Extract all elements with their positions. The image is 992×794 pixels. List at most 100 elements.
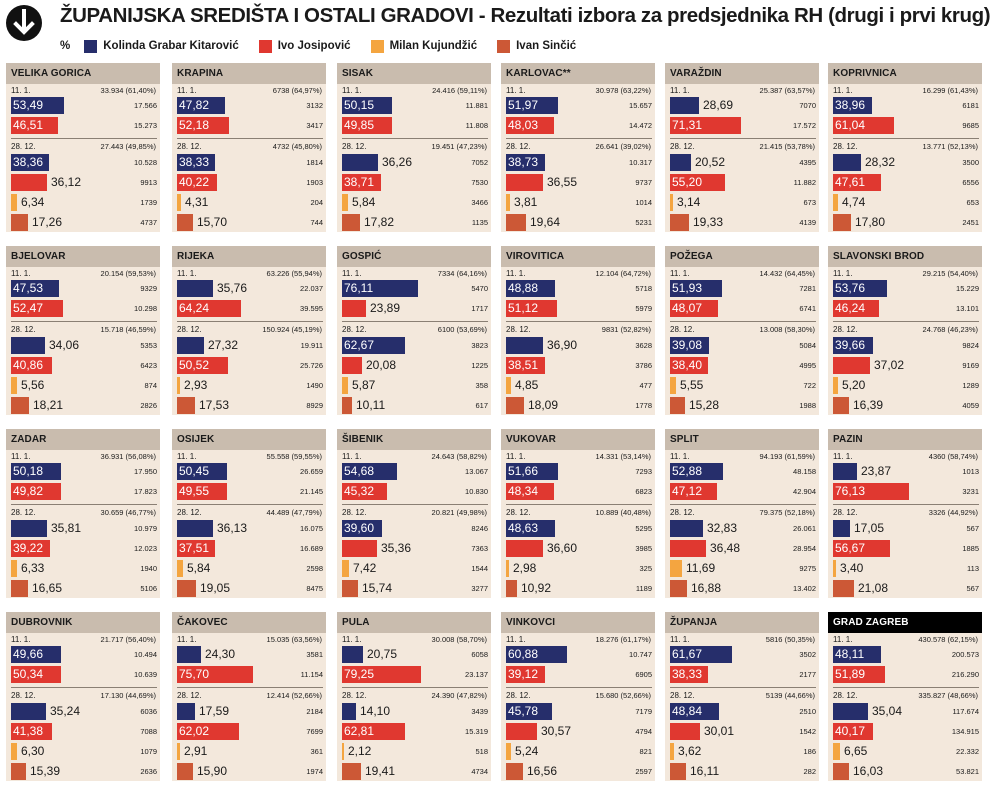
bar-row: 49,82 17.823 xyxy=(11,483,157,500)
bar-row: 3,81 1014 xyxy=(506,194,652,211)
bar-percent-label: 38,33 xyxy=(179,155,210,169)
bar-row: 45,78 7179 xyxy=(506,703,652,720)
panel-title: PULA xyxy=(337,612,491,633)
city-panel-gospic: GOSPIĆ 11. 1. 7334 (64,16%) 76,11 5470 23,89 1… xyxy=(337,246,491,415)
bar-percent-label: 5,55 xyxy=(680,378,704,392)
round-total-label: 15.680 (52,66%) xyxy=(595,691,651,700)
bar-row: 38,33 2177 xyxy=(670,666,816,683)
bar-row: 52,18 3417 xyxy=(177,117,323,134)
bar xyxy=(342,280,418,297)
bar xyxy=(506,214,526,231)
bar-percent-label: 52,88 xyxy=(672,464,703,478)
panel-title: SISAK xyxy=(337,63,491,84)
panel-title: VIROVITICA xyxy=(501,246,655,267)
bar-row: 50,18 17.950 xyxy=(11,463,157,480)
bar xyxy=(11,280,59,297)
bar xyxy=(670,154,691,171)
bar-votes-label: 3985 xyxy=(635,544,652,553)
bar-percent-label: 3,14 xyxy=(677,195,701,209)
bar-row: 4,85 477 xyxy=(506,377,652,394)
bar-votes-label: 10.494 xyxy=(134,650,157,659)
bar xyxy=(11,117,58,134)
bar-row: 36,90 3628 xyxy=(506,337,652,354)
bar-percent-label: 35,04 xyxy=(872,704,903,718)
bar-row: 71,31 17.572 xyxy=(670,117,816,134)
bar-row: 46,51 15.273 xyxy=(11,117,157,134)
bar-percent-label: 52,47 xyxy=(13,301,44,315)
bar-row: 54,68 13.067 xyxy=(342,463,488,480)
down-arrow-circle-icon xyxy=(6,5,42,41)
bar-percent-label: 23,89 xyxy=(370,301,401,315)
bar-votes-label: 6036 xyxy=(140,707,157,716)
bar-votes-label: 5979 xyxy=(635,304,652,313)
bar xyxy=(670,763,686,780)
city-panel-osijek: OSIJEK 11. 1. 55.558 (59,55%) 50,45 26.659 49… xyxy=(172,429,326,598)
round-divider xyxy=(670,321,816,322)
bar-percent-label: 3,62 xyxy=(678,744,702,758)
bar-percent-label: 47,82 xyxy=(179,98,210,112)
bar-votes-label: 7070 xyxy=(799,101,816,110)
bar-votes-label: 4995 xyxy=(799,361,816,370)
bar-votes-label: 17.566 xyxy=(134,101,157,110)
bar xyxy=(833,540,890,557)
bar-votes-label: 134.915 xyxy=(951,727,979,736)
round-divider xyxy=(506,321,652,322)
round-date-label: 11. 1. xyxy=(11,269,31,278)
bar-votes-label: 3823 xyxy=(471,341,488,350)
bar-votes-label: 15.273 xyxy=(134,121,157,130)
round-total-label: 12.104 (64,72%) xyxy=(595,269,651,278)
bar-percent-label: 6,65 xyxy=(844,744,868,758)
bar xyxy=(506,397,524,414)
bar xyxy=(833,520,850,537)
round-total-label: 150.924 (45,19%) xyxy=(262,325,322,334)
bar xyxy=(177,117,229,134)
bar xyxy=(506,580,517,597)
bar-percent-label: 19,33 xyxy=(693,215,724,229)
bar-row: 16,11 282 xyxy=(670,763,816,780)
legend-item-ivan-sincic: Ivan Sinčić xyxy=(497,39,576,53)
bar-percent-label: 48,84 xyxy=(672,704,703,718)
bar-row: 53,76 15.229 xyxy=(833,280,979,297)
bar xyxy=(670,463,723,480)
bar xyxy=(833,703,868,720)
city-panel-slavonski-brod: SLAVONSKI BROD 11. 1. 29.215 (54,40%) 53,76… xyxy=(828,246,982,415)
bar-percent-label: 19,05 xyxy=(200,581,231,595)
bar xyxy=(177,357,228,374)
bar-row: 15,70 744 xyxy=(177,214,323,231)
bar xyxy=(11,483,61,500)
bar-row: 62,81 15.319 xyxy=(342,723,488,740)
bar xyxy=(177,397,195,414)
bar-percent-label: 52,18 xyxy=(179,118,210,132)
bar-row: 37,51 16.689 xyxy=(177,540,323,557)
bar-percent-label: 17,80 xyxy=(855,215,886,229)
city-panel-bjelovar: BJELOVAR 11. 1. 20.154 (59,53%) 47,53 9329 52… xyxy=(6,246,160,415)
bar xyxy=(11,377,17,394)
bar xyxy=(670,666,708,683)
bar-votes-label: 15.657 xyxy=(629,101,652,110)
bar-percent-label: 50,52 xyxy=(179,358,210,372)
bar-percent-label: 6,33 xyxy=(21,561,45,575)
bar-votes-label: 10.830 xyxy=(465,487,488,496)
bar-votes-label: 5470 xyxy=(471,284,488,293)
bar xyxy=(506,377,511,394)
panel-title: SLAVONSKI BROD xyxy=(828,246,982,267)
bar-votes-label: 1940 xyxy=(140,564,157,573)
bar-row: 6,33 1940 xyxy=(11,560,157,577)
bar-percent-label: 60,88 xyxy=(508,647,539,661)
bar-votes-label: 2636 xyxy=(140,767,157,776)
bar-votes-label: 1289 xyxy=(962,381,979,390)
round-total-label: 33.934 (61,40%) xyxy=(100,86,156,95)
bar-votes-label: 10.317 xyxy=(629,158,652,167)
city-panel-zadar: ZADAR 11. 1. 36.931 (56,08%) 50,18 17.950 49,… xyxy=(6,429,160,598)
panel-title: RIJEKA xyxy=(172,246,326,267)
bar-votes-label: 9737 xyxy=(635,178,652,187)
bar-row: 47,82 3132 xyxy=(177,97,323,114)
bar xyxy=(506,483,554,500)
bar xyxy=(342,463,397,480)
bar xyxy=(177,703,195,720)
bar-percent-label: 51,12 xyxy=(508,301,539,315)
round-date-label: 28. 12. xyxy=(670,325,695,334)
bar xyxy=(342,763,361,780)
legend-swatch xyxy=(258,39,272,53)
panel-title: VELIKA GORICA xyxy=(6,63,160,84)
